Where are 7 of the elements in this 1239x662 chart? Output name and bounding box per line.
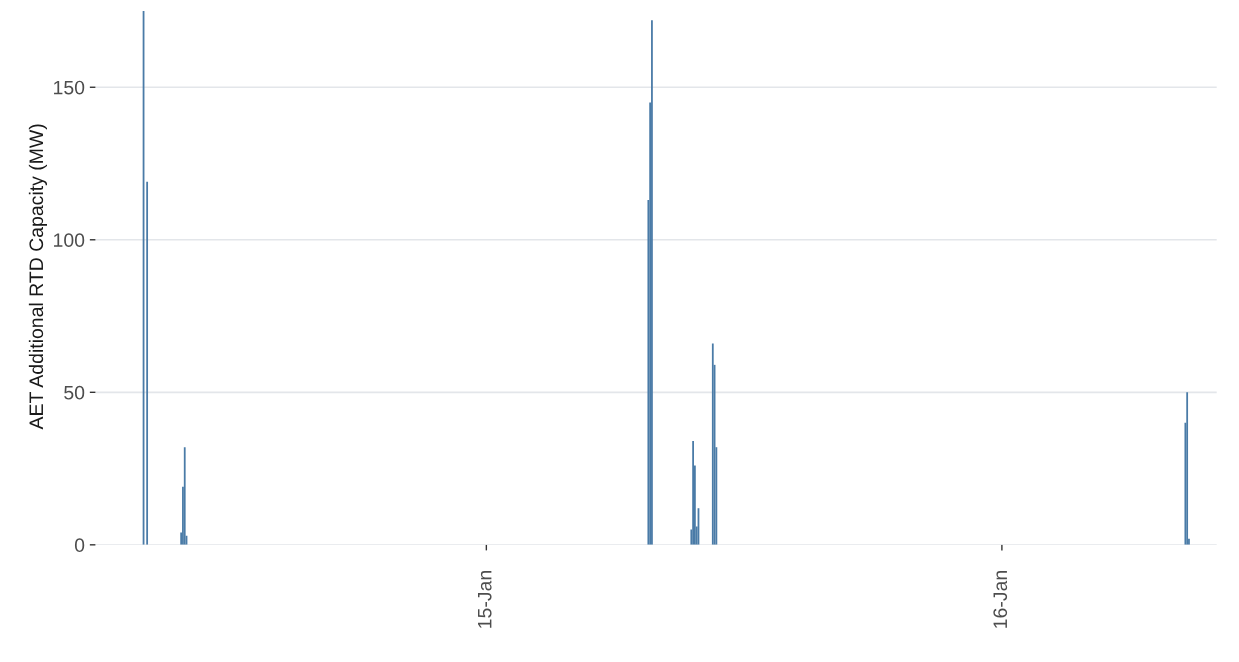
y-tick-label: 0 <box>74 538 85 553</box>
y-tick-label: 50 <box>64 385 85 400</box>
x-tick-label: 15-Jan <box>478 571 492 628</box>
y-tick-label: 100 <box>54 233 85 248</box>
x-tick-label: 16-Jan <box>993 571 1008 628</box>
y-tick-label: 150 <box>54 80 85 95</box>
y-axis-title: AET Additional RTD Capacity (MW) <box>28 124 47 430</box>
